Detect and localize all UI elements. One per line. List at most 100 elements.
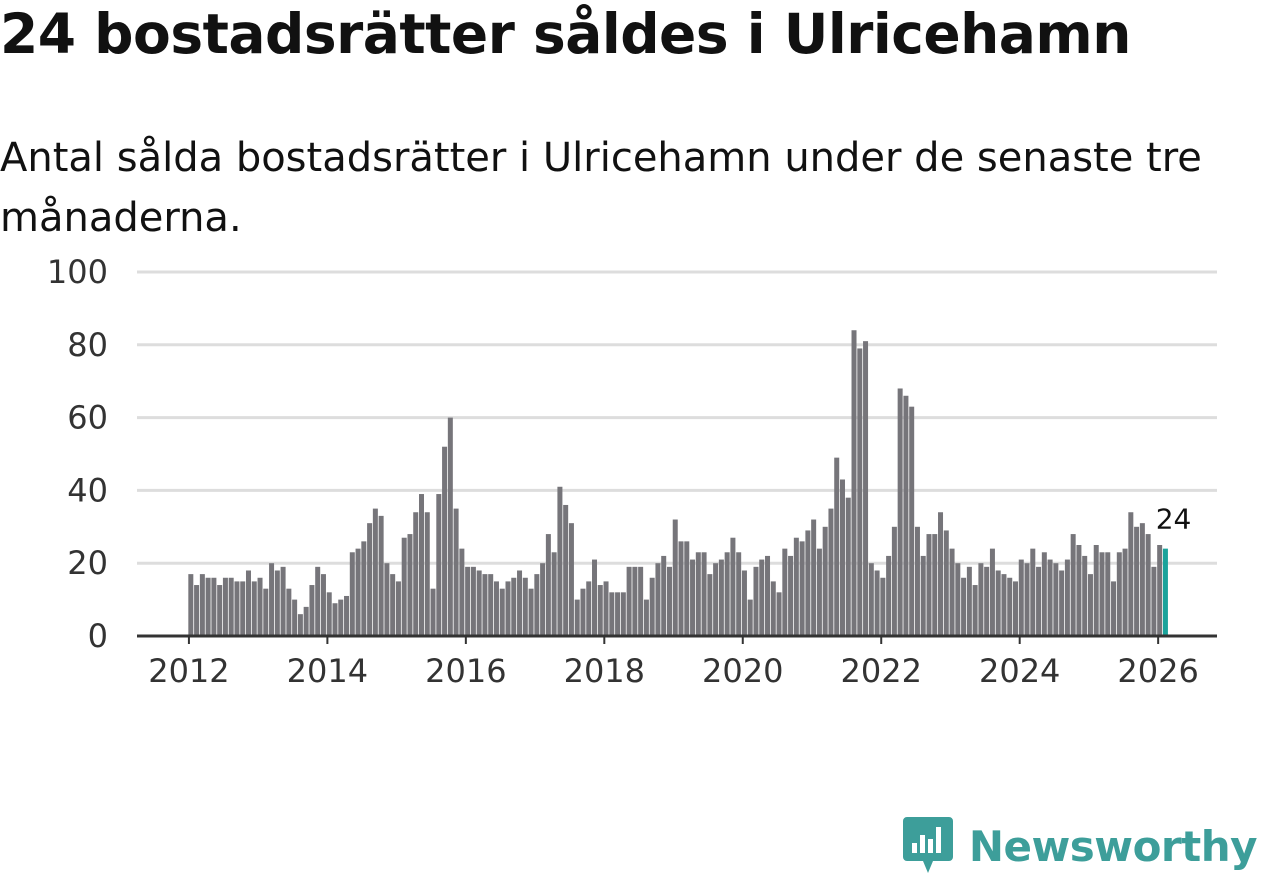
bar [390,574,396,636]
bar [269,563,275,636]
bar [1111,581,1117,636]
bar [880,577,886,636]
bar [378,515,384,636]
bar-chart: 0 20 40 60 80 100 2012 2014 2016 2018 2020 2022 202… [47,253,1217,690]
bar [793,537,799,636]
bar [995,570,1001,636]
x-tick-label: 2020 [702,652,783,690]
x-tick-label: 2018 [564,652,645,690]
bar [938,512,944,636]
bar [620,592,626,636]
bar [263,588,269,636]
bar [188,574,194,636]
bar [424,512,430,636]
bar [661,555,667,636]
bar [955,563,961,636]
bar [690,559,696,636]
bar [713,563,719,636]
y-tick-label: 40 [67,471,108,509]
bar [989,548,995,636]
newsworthy-logo: Newsworthy [902,817,1258,875]
bar [1151,566,1157,636]
bar [586,581,592,636]
bar [868,563,874,636]
bar [845,497,851,636]
bar [274,570,280,636]
bar [788,555,794,636]
bar [228,577,234,636]
bar [678,541,684,636]
bar [672,519,678,636]
bar [286,588,292,636]
bar [257,577,263,636]
bar [1070,534,1076,636]
bar [419,494,424,636]
bar [1059,570,1065,636]
bar [805,530,811,636]
bar [401,537,407,636]
bar [568,523,574,636]
bar [857,348,863,636]
bar [384,563,390,636]
bar [874,570,880,636]
bar [741,570,747,636]
bars [188,330,1168,636]
bar [1122,548,1128,636]
bar [782,548,788,636]
bar [470,566,476,636]
bar [517,570,523,636]
bar [303,606,309,636]
bar [949,548,955,636]
x-tick-label: 2024 [979,652,1060,690]
x-tick-label: 2016 [425,652,506,690]
bar [666,566,672,636]
bar [753,566,759,636]
chart-subtitle: Antal sålda bostadsrätter i Ulricehamn u… [0,135,1202,241]
bar [217,585,223,636]
bar [886,555,892,636]
bar [574,599,580,636]
bar [609,592,615,636]
y-tick-label: 60 [67,399,108,437]
y-tick-label: 100 [47,253,108,291]
bar [534,574,540,636]
bar [511,577,517,636]
bar [476,570,482,636]
bar [903,395,909,636]
chart-title: 24 bostadsrätter såldes i Ulricehamn [0,2,1131,66]
y-axis-ticks: 0 20 40 60 80 100 [47,253,108,655]
bar [1087,574,1093,636]
bar [701,552,707,636]
bar [655,563,661,636]
bar [724,552,730,636]
bar [839,479,845,636]
gridlines [137,270,1217,565]
bar [632,566,638,636]
bar [643,599,649,636]
bar [759,559,765,636]
bar [355,548,361,636]
newsworthy-wordmark: Newsworthy [968,821,1258,871]
bar [966,566,972,636]
bar [897,388,903,636]
bar [1064,559,1070,636]
bar [978,563,984,636]
bar [493,581,499,636]
bar [320,574,326,636]
bar [332,603,338,636]
bar [1157,545,1163,636]
bar [447,417,453,636]
bar [442,446,448,636]
bar [1047,559,1053,636]
bar [1105,552,1111,636]
bar [638,566,644,636]
bar [222,577,228,636]
bar [1036,566,1042,636]
bar [453,508,459,636]
bar [926,534,932,636]
bar [822,526,828,636]
bar [367,523,373,636]
bar [199,574,205,636]
bar [211,577,217,636]
bar [413,512,419,636]
